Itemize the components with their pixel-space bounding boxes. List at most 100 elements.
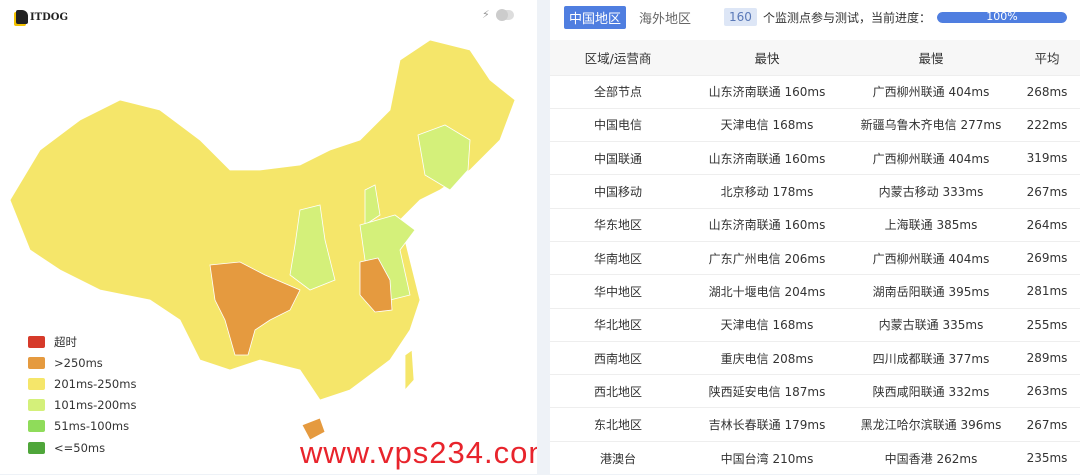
map-panel: ITDOG ⚡ 超时 >250ms 201ms-250ms 101ms-200m… [0,0,537,474]
table-cell: 山东济南联通 160ms [686,207,848,242]
table-cell: 黑龙江哈尔滨联通 396ms [848,407,1014,442]
legend-swatch [28,399,45,412]
table-cell: 华中地区 [550,274,686,309]
table-cell: 港澳台 [550,440,686,475]
table-cell: 内蒙古联通 335ms [848,307,1014,342]
table-cell: 吉林长春联通 179ms [686,407,848,442]
table-cell: 269ms [1014,240,1080,275]
map-legend: 超时 >250ms 201ms-250ms 101ms-200ms 51ms-1… [28,331,136,458]
table-cell: 264ms [1014,207,1080,242]
results-panel: 中国地区 海外地区 160 个监测点参与测试，当前进度： 100% 区域/运营商… [550,0,1080,475]
table-cell: 新疆乌鲁木齐电信 277ms [848,107,1014,142]
legend-item[interactable]: 51ms-100ms [28,416,136,437]
toggle-switch[interactable] [495,8,514,21]
table-row: 中国电信 天津电信 168ms 新疆乌鲁木齐电信 277ms 222ms [550,107,1080,142]
table-cell: 华北地区 [550,307,686,342]
legend-swatch [28,441,45,454]
dog-icon [16,10,28,24]
table-cell: 中国移动 [550,174,686,209]
column-header: 平均 [1014,40,1080,75]
legend-item[interactable]: <=50ms [28,437,136,458]
region-shaanxi-green[interactable] [289,204,336,291]
region-northeast-green[interactable] [417,124,471,191]
table-cell: 中国联通 [550,141,686,175]
table-row: 全部节点 山东济南联通 160ms 广西柳州联通 404ms 268ms [550,74,1080,109]
table-cell: 西南地区 [550,340,686,375]
table-cell: 289ms [1014,340,1080,375]
table-cell: 内蒙古移动 333ms [848,174,1014,209]
table-cell: 广东广州电信 206ms [686,240,848,275]
progress-fill [936,11,1067,23]
region-taiwan[interactable] [404,349,415,392]
legend-swatch [28,420,45,433]
table-cell: 中国香港 262ms [848,440,1014,475]
table-cell: 268ms [1014,74,1080,109]
table-row: 港澳台 中国台湾 210ms 中国香港 262ms 235ms [550,440,1080,475]
legend-item[interactable]: >250ms [28,352,136,373]
table-cell: 湖南岳阳联通 395ms [848,274,1014,309]
results-toolbar: 中国地区 海外地区 160 个监测点参与测试，当前进度： 100% [550,0,1080,34]
table-cell: 中国台湾 210ms [686,440,848,475]
table-cell: 重庆电信 208ms [686,340,848,375]
table-row: 华南地区 广东广州电信 206ms 广西柳州联通 404ms 269ms [550,240,1080,275]
table-cell: 281ms [1014,274,1080,309]
lightning-icon: ⚡ [482,8,490,21]
table-row: 东北地区 吉林长春联通 179ms 黑龙江哈尔滨联通 396ms 267ms [550,407,1080,442]
table-row: 华北地区 天津电信 168ms 内蒙古联通 335ms 255ms [550,307,1080,342]
table-cell: 湖北十堰电信 204ms [686,274,848,309]
legend-swatch [28,377,45,390]
tab-china[interactable]: 中国地区 [564,5,627,29]
region-sichuan-orange[interactable] [209,261,301,356]
table-cell: 广西柳州联通 404ms [848,240,1014,275]
table-cell: 华南地区 [550,240,686,275]
legend-swatch [28,335,45,348]
table-cell: 上海联通 385ms [848,207,1014,242]
table-cell: 西北地区 [550,374,686,408]
column-header: 区域/运营商 [550,40,686,75]
region-hubei-orange[interactable] [359,257,393,313]
status-text: 个监测点参与测试，当前进度： [762,10,931,25]
table-row: 中国移动 北京移动 178ms 内蒙古移动 333ms 267ms [550,174,1080,209]
table-cell: 陕西咸阳联通 332ms [848,374,1014,408]
china-latency-map [9,39,516,441]
table-cell: 全部节点 [550,74,686,109]
legend-item[interactable]: 超时 [28,331,136,352]
table-cell: 255ms [1014,307,1080,342]
table-cell: 山东济南联通 160ms [686,141,848,175]
tab-overseas[interactable]: 海外地区 [639,11,692,27]
table-cell: 四川成都联通 377ms [848,340,1014,375]
table-row: 华中地区 湖北十堰电信 204ms 湖南岳阳联通 395ms 281ms [550,274,1080,309]
table-row: 西北地区 陕西延安电信 187ms 陕西咸阳联通 332ms 263ms [550,374,1080,408]
itdog-logo: ITDOG [16,10,68,24]
table-cell: 235ms [1014,440,1080,475]
region-hainan-orange[interactable] [301,417,326,441]
column-header: 最快 [686,40,848,75]
table-cell: 天津电信 168ms [686,307,848,342]
column-header: 最慢 [848,40,1014,75]
table-cell: 陕西延安电信 187ms [686,374,848,408]
table-cell: 华东地区 [550,207,686,242]
region-north-green[interactable] [364,184,381,226]
table-cell: 广西柳州联通 404ms [848,141,1014,175]
table-cell: 319ms [1014,141,1080,175]
legend-item[interactable]: 101ms-200ms [28,395,136,416]
table-row: 中国联通 山东济南联通 160ms 广西柳州联通 404ms 319ms [550,141,1080,175]
table-cell: 222ms [1014,107,1080,142]
table-cell: 广西柳州联通 404ms [848,74,1014,109]
table-header-row: 区域/运营商 最快 最慢 平均 [550,40,1080,75]
table-row: 华东地区 山东济南联通 160ms 上海联通 385ms 264ms [550,207,1080,242]
progress-bar: 100% [936,11,1067,23]
node-count-badge: 160 [724,8,757,26]
table-cell: 263ms [1014,374,1080,408]
table-cell: 267ms [1014,407,1080,442]
table-cell: 山东济南联通 160ms [686,74,848,109]
table-cell: 天津电信 168ms [686,107,848,142]
table-cell: 东北地区 [550,407,686,442]
legend-item[interactable]: 201ms-250ms [28,373,136,394]
table-row: 西南地区 重庆电信 208ms 四川成都联通 377ms 289ms [550,340,1080,375]
table-cell: 中国电信 [550,107,686,142]
table-cell: 北京移动 178ms [686,174,848,209]
progress-label: 100% [986,11,1018,23]
legend-swatch [28,356,45,369]
theme-toggle[interactable]: ⚡ [482,8,514,21]
